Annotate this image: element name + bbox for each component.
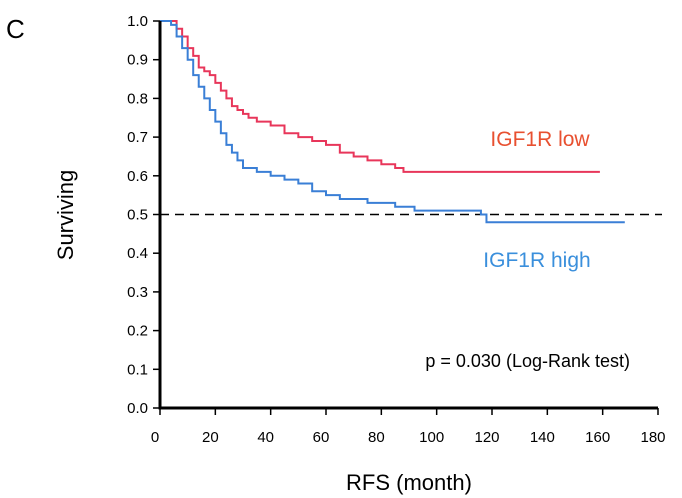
x-axis-label: RFS (month) — [346, 470, 472, 495]
y-axis-ticks: 0.0 0.1 0.2 0.3 0.4 0.5 0.6 0.7 0.8 0.9 1.0 — [127, 13, 160, 417]
x-tick-label: 80 — [368, 429, 385, 446]
x-tick-label: 60 — [313, 429, 330, 446]
x-tick-label: 40 — [257, 429, 274, 446]
y-axis-label: Surviving — [53, 170, 78, 260]
x-axis-ticks: 0 20 40 60 80 100 120 140 160 180 — [151, 408, 666, 446]
x-tick-label: 180 — [640, 429, 665, 446]
x-tick-label: 0 — [151, 429, 159, 446]
p-value-annotation: p = 0.030 (Log-Rank test) — [425, 351, 630, 371]
series-line-igf1r-high — [160, 20, 625, 224]
y-tick-label: 0.6 — [127, 168, 148, 185]
x-tick-label: 120 — [474, 429, 499, 446]
legend-label-igf1r-low: IGF1R low — [490, 128, 590, 151]
x-tick-label: 100 — [419, 429, 444, 446]
y-tick-label: 1.0 — [127, 13, 148, 30]
y-tick-label: 0.5 — [127, 207, 148, 224]
y-tick-label: 0.8 — [127, 90, 148, 107]
y-tick-label: 0.0 — [127, 400, 148, 417]
series-layer — [160, 20, 625, 224]
legend-label-igf1r-high: IGF1R high — [483, 249, 590, 272]
x-tick-label: 20 — [202, 429, 219, 446]
x-tick-label: 160 — [585, 429, 610, 446]
y-tick-label: 0.1 — [127, 361, 148, 378]
y-tick-label: 0.9 — [127, 52, 148, 69]
series-line-igf1r-low — [160, 20, 600, 173]
y-tick-label: 0.3 — [127, 284, 148, 301]
y-tick-label: 0.2 — [127, 323, 148, 340]
x-tick-label: 140 — [530, 429, 555, 446]
y-tick-label: 0.4 — [127, 245, 148, 262]
panel-letter: C — [6, 14, 25, 44]
series-labels: IGF1R low IGF1R high — [483, 128, 590, 272]
y-tick-label: 0.7 — [127, 129, 148, 146]
